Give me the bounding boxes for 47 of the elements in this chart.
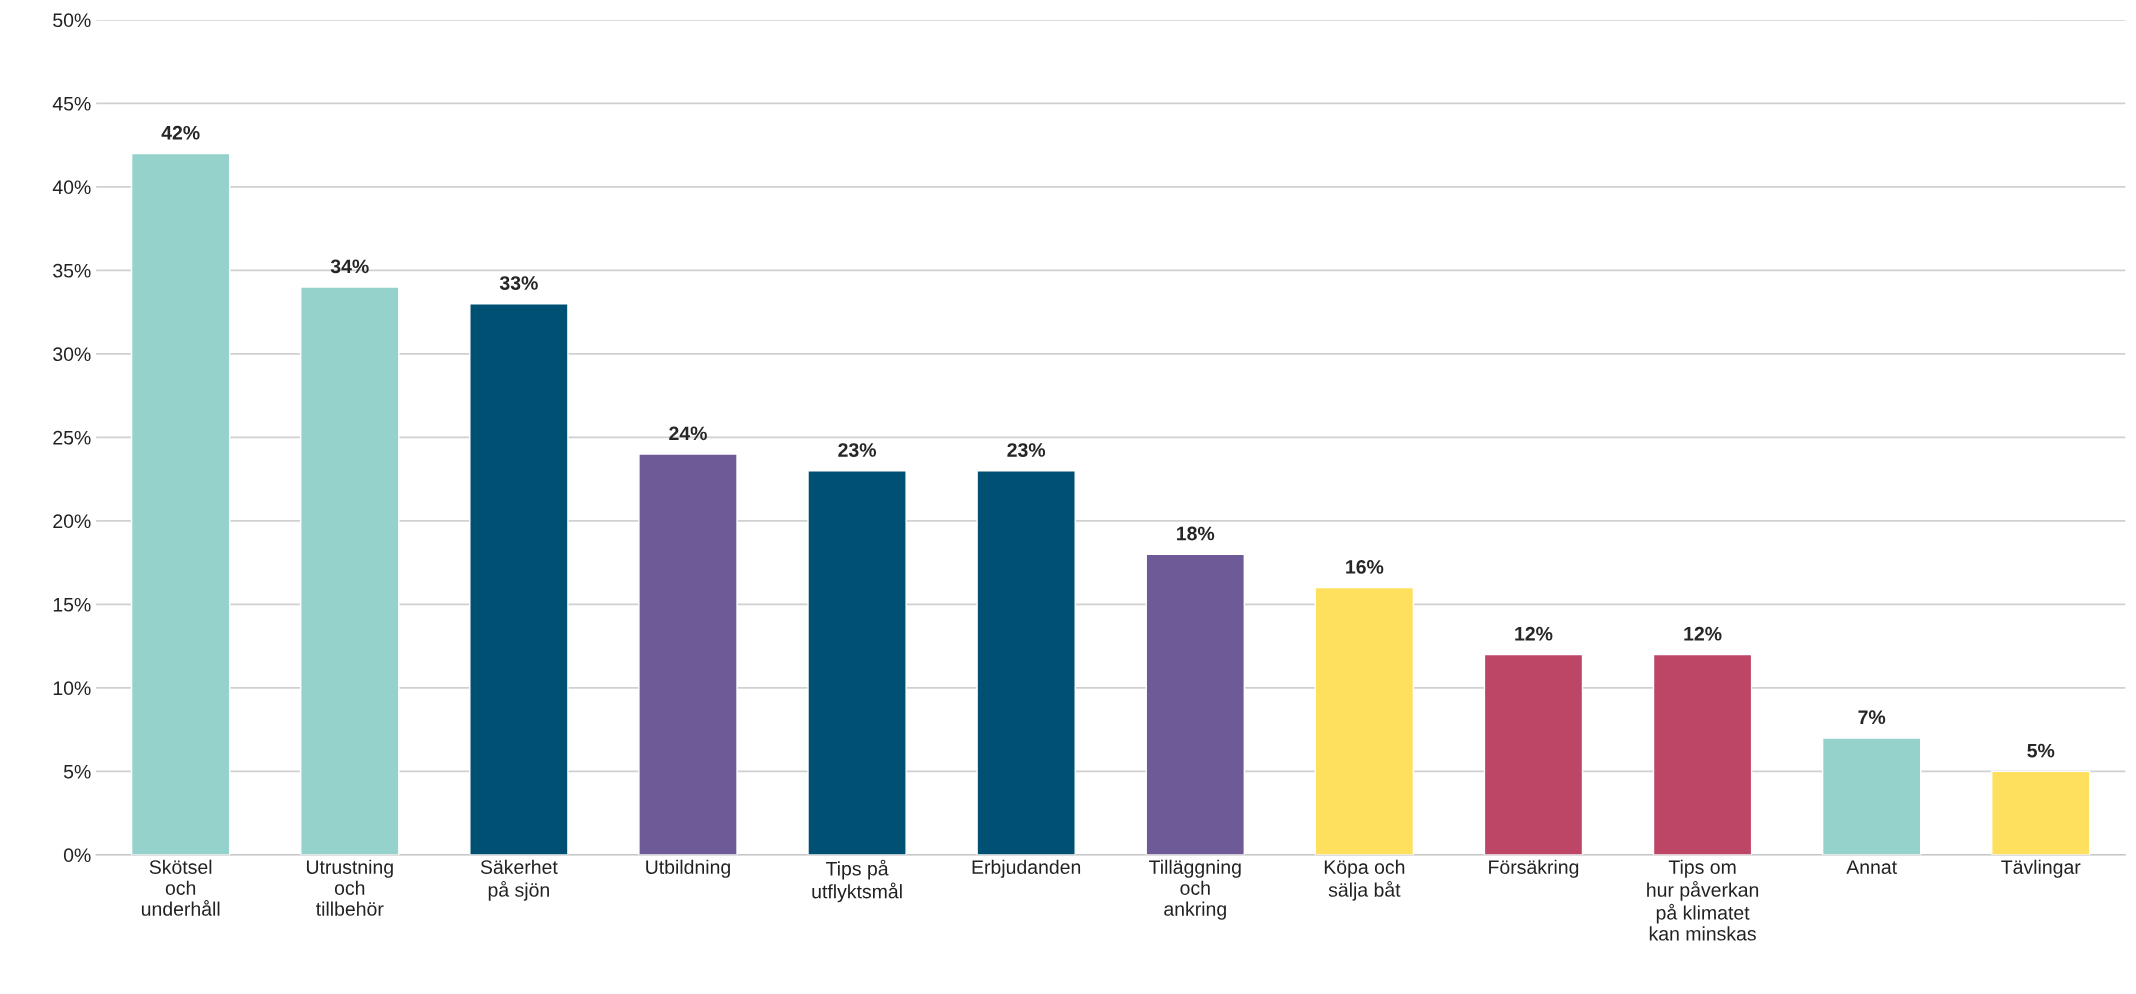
y-tick-label: 10% bbox=[53, 681, 91, 696]
bar bbox=[1314, 586, 1415, 855]
y-tick-label: 15% bbox=[53, 597, 91, 612]
data-label: 23% bbox=[1007, 443, 1046, 457]
x-tick-label: Försäkring bbox=[1489, 859, 1579, 878]
data-label: 5% bbox=[2027, 743, 2055, 758]
y-tick-label: 25% bbox=[53, 430, 91, 445]
bar bbox=[638, 453, 738, 855]
x-tick-label: Tävlingar bbox=[2001, 859, 2081, 878]
bar bbox=[300, 286, 400, 855]
data-label: 7% bbox=[1858, 710, 1886, 725]
y-tick-label: 5% bbox=[63, 764, 91, 779]
data-label: 24% bbox=[669, 426, 707, 441]
bar bbox=[469, 303, 569, 855]
bar bbox=[807, 470, 907, 855]
x-tick-label: Erbjudanden bbox=[972, 859, 1081, 878]
x-tick-label: Tilläggning och ankring bbox=[1149, 859, 1241, 920]
x-tick-label: Tips på utflyktsmål bbox=[812, 859, 902, 903]
bar bbox=[1821, 737, 1922, 855]
y-tick-label: 0% bbox=[63, 848, 91, 863]
y-tick-label: 45% bbox=[52, 96, 91, 111]
y-tick-label: 40% bbox=[52, 180, 91, 195]
x-tick-label: Annat bbox=[1846, 860, 1897, 874]
y-tick-label: 35% bbox=[53, 263, 91, 278]
data-label: 34% bbox=[330, 259, 369, 274]
y-tick-label: 20% bbox=[53, 514, 91, 529]
x-tick-label: Skötsel och underhåll bbox=[141, 859, 220, 916]
data-label: 42% bbox=[161, 125, 200, 140]
bar bbox=[1483, 653, 1584, 855]
y-tick-label: 50% bbox=[53, 13, 91, 28]
bar bbox=[1652, 653, 1753, 855]
bar bbox=[1991, 770, 2091, 855]
data-label: 12% bbox=[1515, 626, 1553, 641]
data-label: 33% bbox=[499, 276, 538, 290]
data-label: 16% bbox=[1346, 560, 1384, 574]
bar bbox=[130, 152, 231, 855]
x-tick-label: Köpa och sälja båt bbox=[1324, 859, 1405, 901]
bar bbox=[976, 470, 1076, 855]
x-tick-label: Utbildning bbox=[646, 859, 730, 878]
data-label: 23% bbox=[838, 443, 877, 457]
data-label: 12% bbox=[1684, 626, 1722, 641]
bar bbox=[1145, 553, 1246, 855]
y-tick-label: 30% bbox=[53, 347, 91, 362]
data-label: 18% bbox=[1177, 526, 1215, 541]
x-tick-label: Utrustning och tillbehör bbox=[306, 859, 393, 916]
x-tick-label: Säkerhet på sjön bbox=[480, 859, 558, 901]
x-tick-label: Tips om hur påverkan på klimatet kan minskas bbox=[1647, 859, 1759, 941]
